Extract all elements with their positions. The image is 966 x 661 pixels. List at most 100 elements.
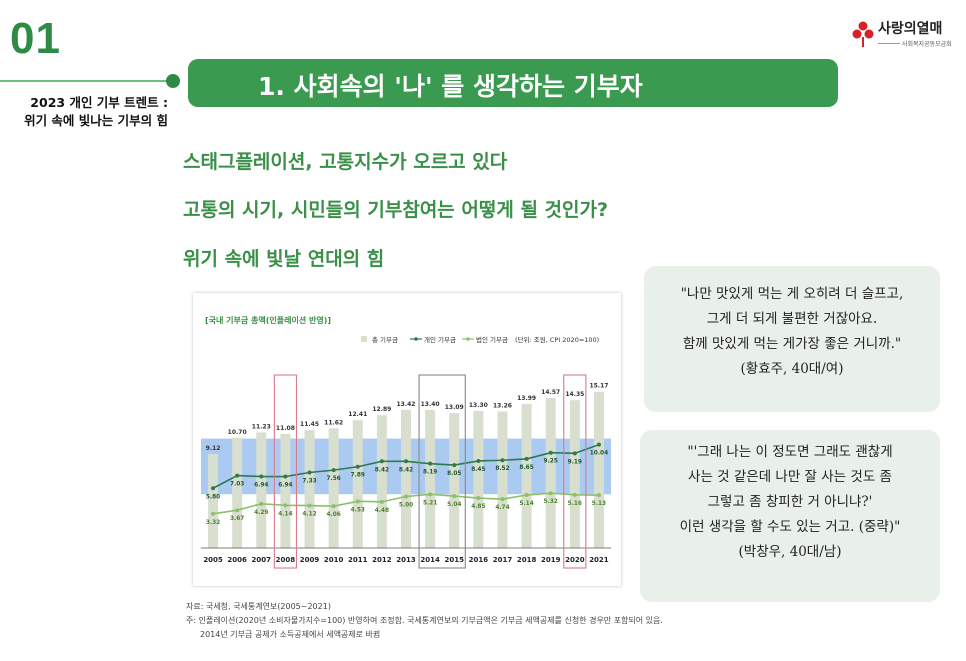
point-individual-2012 [379, 459, 384, 464]
bar-label-2014: 13.40 [421, 401, 440, 408]
bar-total-2008 [280, 433, 291, 548]
point-individual-2006 [235, 473, 240, 478]
bar-total-2020 [569, 400, 580, 548]
point-individual-2011 [355, 464, 360, 469]
point-individual-2020 [572, 451, 577, 456]
slide-subtitle-line2: 위기 속에 빛나는 기부의 힘 [24, 113, 168, 128]
point-individual-2015 [452, 463, 457, 468]
point-corporate-2012 [379, 499, 384, 504]
point-label-individual-2014: 8.19 [423, 470, 437, 476]
bar-label-2007: 11.23 [252, 423, 271, 430]
quote-2-line3: 그렇고 좀 창피한 거 아니냐?' [707, 494, 873, 510]
point-label-individual-2020: 9.19 [568, 459, 582, 465]
point-corporate-2020 [572, 492, 577, 497]
x-tick-2009: 2009 [300, 556, 320, 564]
point-label-corporate-2013: 5.00 [399, 503, 413, 509]
bar-label-2008: 11.08 [276, 425, 295, 432]
point-individual-2016 [476, 458, 481, 463]
bar-total-2005 [208, 454, 219, 548]
point-corporate-2014 [428, 492, 433, 497]
point-label-individual-2012: 8.42 [375, 467, 389, 473]
bar-total-2011 [352, 420, 363, 548]
bar-label-2006: 10.70 [228, 429, 247, 436]
page-title: 1. 사회속의 '나' 를 생각하는 기부자 [258, 72, 643, 101]
headline-1: 스태그플레이션, 고통지수가 오르고 있다 [183, 151, 508, 173]
source-note: 자료: 국세청, 국세통계연보(2005~2021) 주: 인플레이션(2020… [186, 600, 663, 642]
point-label-individual-2006: 7.03 [230, 482, 244, 488]
bar-total-2010 [328, 428, 339, 548]
donation-chart: [국내 기부금 총액(인플레이션 반영)] 총 기부금 개인 기부금 법인 기부금 (단… [201, 315, 611, 569]
x-tick-2015: 2015 [444, 556, 464, 564]
x-tick-2011: 2011 [348, 556, 368, 564]
bar-total-2014 [425, 409, 436, 548]
bar-total-2017 [497, 411, 508, 548]
point-label-individual-2015: 8.05 [447, 471, 461, 477]
x-tick-2020: 2020 [565, 556, 585, 564]
quote-bubble-2: "'그래 나는 이 정도면 그래도 괜찮게 사는 것 같은데 나만 잘 사는 것… [640, 430, 940, 602]
highlight-box-2020 [563, 374, 587, 569]
title-bar: 1. 사회속의 '나' 를 생각하는 기부자 [188, 59, 838, 107]
source-line3: 2014년 기부금 공제가 소득공제에서 세액공제로 바뀜 [200, 630, 381, 639]
divider [0, 80, 172, 82]
point-label-individual-2016: 8.45 [471, 467, 485, 473]
x-tick-2012: 2012 [372, 556, 392, 564]
logo-name: 사랑의열매 [878, 21, 943, 37]
point-label-corporate-2020: 5.16 [568, 501, 582, 507]
quote-2-line1: "'그래 나는 이 정도면 그래도 괜찮게 [687, 444, 893, 460]
point-label-individual-2010: 7.56 [326, 476, 340, 482]
x-tick-2008: 2008 [276, 556, 296, 564]
bar-total-2021 [593, 391, 604, 548]
point-corporate-2010 [331, 504, 336, 509]
point-label-corporate-2005: 3.32 [206, 520, 220, 526]
highlight-box-2014 [418, 374, 466, 569]
bar-total-2013 [401, 409, 411, 548]
point-individual-2009 [307, 470, 312, 475]
point-individual-2019 [548, 450, 553, 455]
bar-label-2009: 11.45 [300, 421, 319, 428]
x-tick-2016: 2016 [469, 556, 489, 564]
bar-total-2016 [473, 411, 484, 548]
quote-bubble-1: "나만 맛있게 먹는 게 오히려 더 슬프고, 그게 더 되게 불편한 거잖아요… [644, 266, 940, 412]
logo: 사랑의열매 사회복지공동모금회 [852, 18, 952, 50]
point-label-corporate-2015: 5.04 [447, 502, 461, 508]
point-individual-2017 [500, 458, 505, 463]
point-label-corporate-2009: 4.12 [302, 512, 316, 518]
point-corporate-2006 [235, 508, 240, 513]
point-label-corporate-2008: 4.14 [278, 511, 292, 517]
quote-1-line1: "나만 맛있게 먹는 게 오히려 더 슬프고, [680, 286, 904, 302]
highlight-box-2008 [273, 374, 298, 569]
legend-marker-1 [414, 337, 418, 341]
bar-label-2011: 12.41 [348, 411, 367, 418]
point-label-corporate-2007: 4.29 [254, 510, 268, 516]
quote-2-line2: 사는 것 같은데 나만 잘 사는 것도 좀 [688, 469, 892, 485]
bar-label-2015: 13.09 [445, 404, 464, 411]
point-corporate-2011 [355, 499, 360, 504]
point-individual-2008 [283, 474, 288, 479]
headline-3: 위기 속에 빛날 연대의 힘 [183, 248, 385, 270]
bar-label-2020: 14.35 [565, 391, 584, 398]
point-label-corporate-2019: 5.32 [544, 499, 558, 505]
point-label-corporate-2017: 4.74 [495, 505, 509, 511]
point-label-corporate-2011: 4.53 [351, 507, 365, 513]
logo-line [878, 43, 900, 44]
quote-2-line4: 이런 생각을 할 수도 있는 거고. (중략)" [679, 519, 901, 535]
legend-swatch-0 [361, 336, 367, 342]
point-label-corporate-2021: 5.13 [592, 501, 606, 507]
bar-total-2012 [376, 415, 387, 548]
point-corporate-2005 [211, 511, 216, 516]
x-tick-2017: 2017 [493, 556, 513, 564]
point-individual-2005 [211, 486, 216, 491]
bar-total-2019 [545, 397, 556, 548]
point-individual-2013 [404, 459, 408, 464]
legend-label-2: 법인 기부금 [476, 335, 508, 344]
x-tick-2007: 2007 [252, 556, 272, 564]
point-label-individual-2019: 9.25 [544, 459, 558, 465]
legend-marker-2 [466, 337, 470, 341]
bar-total-2018 [521, 403, 532, 548]
quote-1-author: (황효주, 40대/여) [740, 361, 844, 377]
quote-1-line2: 그게 더 되게 불편한 거잖아요. [706, 311, 878, 327]
divider-dot [166, 74, 180, 88]
point-label-individual-2007: 6.94 [254, 483, 268, 489]
point-label-corporate-2018: 5.14 [519, 501, 533, 507]
bar-label-2021: 15.17 [589, 383, 608, 390]
